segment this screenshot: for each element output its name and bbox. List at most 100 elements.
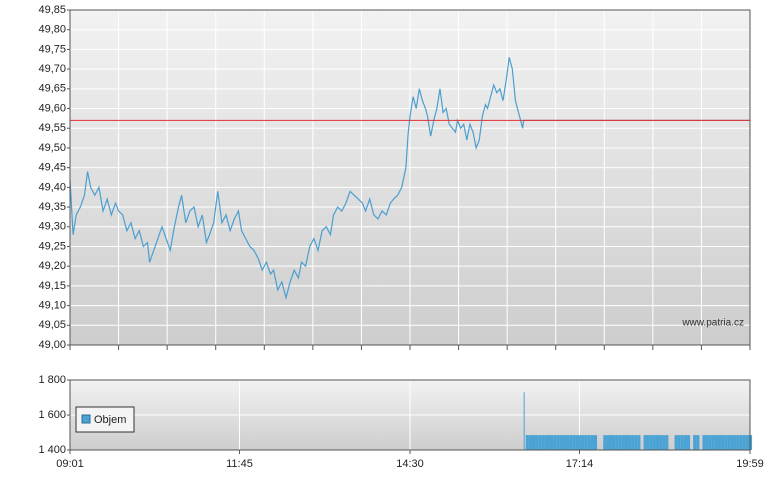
volume-bar — [724, 435, 728, 450]
volume-bar — [730, 435, 734, 450]
y-tick-label: 49,40 — [38, 181, 66, 193]
volume-bar — [531, 435, 536, 450]
volume-bar — [569, 435, 573, 450]
volume-bar — [665, 435, 669, 450]
legend-label: Objem — [94, 414, 126, 426]
volume-bar — [628, 435, 632, 450]
volume-bar — [714, 435, 718, 450]
legend-swatch — [81, 414, 91, 424]
volume-bar — [702, 435, 706, 450]
volume-bar — [612, 435, 616, 450]
volume-bar — [733, 435, 737, 450]
y-tick-label: 49,45 — [38, 162, 66, 174]
volume-bar — [544, 435, 548, 450]
volume-bar — [686, 435, 691, 450]
volume-bar — [535, 435, 539, 450]
volume-bar — [581, 435, 585, 450]
volume-bar — [618, 435, 622, 450]
volume-bar — [631, 435, 635, 450]
volume-bar — [649, 435, 653, 450]
volume-bar — [559, 435, 563, 450]
volume-bar — [652, 435, 656, 450]
volume-bar — [745, 435, 749, 450]
volume-bar — [603, 435, 607, 450]
y-tick-label: 49,35 — [38, 201, 66, 213]
volume-bar — [739, 435, 743, 450]
y-tick-label: 49,55 — [38, 122, 66, 134]
volume-bar — [662, 435, 666, 450]
y-tick-label: 49,50 — [38, 142, 66, 154]
y-tick-label: 49,30 — [38, 221, 66, 233]
volume-bar — [566, 435, 570, 450]
y-tick-label: 49,25 — [38, 240, 66, 252]
volume-bar — [705, 435, 709, 450]
y-tick-label: 49,65 — [38, 83, 66, 95]
y-tick-label: 49,15 — [38, 280, 66, 292]
volume-bar — [550, 435, 554, 450]
volume-bar — [708, 435, 712, 450]
volume-bar — [727, 435, 731, 450]
watermark: www.patria.cz — [681, 318, 744, 329]
x-tick-label: 11:45 — [226, 458, 253, 470]
volume-bar — [621, 435, 625, 450]
volume-bar — [624, 435, 629, 450]
volume-bar — [593, 435, 598, 450]
volume-bar — [655, 435, 660, 450]
price-plot-frame — [69, 9, 751, 346]
volume-bar — [538, 435, 542, 450]
y-tick-label: 49,10 — [38, 299, 66, 311]
volume-bar — [590, 435, 594, 450]
volume-bar — [615, 435, 619, 450]
y-tick-label: 49,00 — [38, 339, 66, 351]
volume-bar — [677, 435, 681, 450]
volume-bar — [711, 435, 715, 450]
y-tick-label: 49,75 — [38, 43, 66, 55]
volume-plot-frame — [69, 379, 751, 451]
x-tick-label: 17:14 — [566, 458, 594, 470]
y-tick-label: 49,20 — [38, 260, 66, 272]
y-tick-label: 49,85 — [38, 4, 66, 16]
volume-bar — [742, 435, 746, 450]
volume-bar — [659, 435, 663, 450]
volume-bar — [523, 392, 525, 450]
volume-bar — [609, 435, 613, 450]
x-tick-label: 09:01 — [56, 458, 84, 470]
volume-bar — [525, 435, 529, 450]
volume-bar — [634, 435, 638, 450]
x-tick-label: 19:59 — [736, 458, 764, 470]
volume-bar — [693, 435, 697, 450]
price-line — [69, 57, 525, 301]
y-tick-label: 1 600 — [38, 409, 66, 421]
y-tick-label: 49,60 — [38, 102, 66, 114]
volume-bar — [556, 435, 560, 450]
volume-bar — [683, 435, 687, 450]
y-tick-label: 1 800 — [38, 374, 66, 386]
volume-bar — [721, 435, 725, 450]
volume-bar — [637, 435, 641, 450]
x-tick-label: 14:30 — [396, 458, 424, 470]
volume-bar — [736, 435, 740, 450]
volume-bar — [717, 435, 722, 450]
volume-bar — [547, 435, 551, 450]
volume-bar — [528, 435, 532, 450]
volume-bar — [553, 435, 557, 450]
legend-box — [75, 406, 135, 433]
y-tick-label: 49,70 — [38, 63, 66, 75]
volume-bar — [587, 435, 591, 450]
volume-bar — [541, 435, 545, 450]
volume-bar — [578, 435, 582, 450]
volume-bar — [680, 435, 684, 450]
volume-bar — [606, 435, 610, 450]
volume-bar — [646, 435, 650, 450]
y-tick-label: 1 400 — [38, 444, 66, 456]
volume-bar — [643, 435, 647, 450]
y-tick-label: 49,80 — [38, 24, 66, 36]
volume-bar — [674, 435, 678, 450]
volume-bar — [575, 435, 579, 450]
volume-bar — [584, 435, 588, 450]
volume-bar — [562, 435, 567, 450]
y-tick-label: 49,05 — [38, 319, 66, 331]
volume-bar — [696, 435, 700, 450]
volume-bar — [572, 435, 576, 450]
